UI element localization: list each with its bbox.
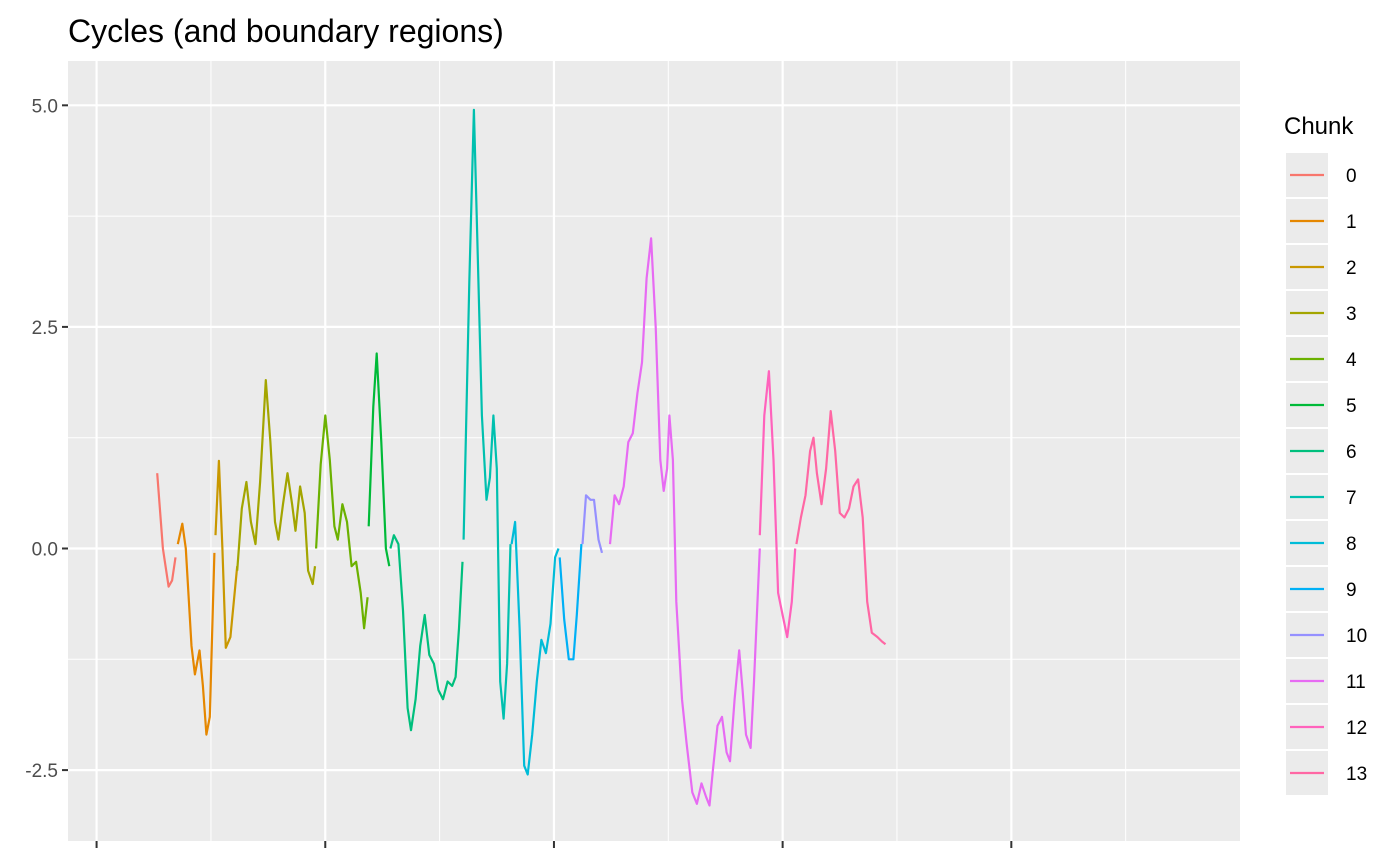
series-line-2 <box>214 459 239 649</box>
legend-label-3: 3 <box>1346 304 1357 325</box>
y-tick-label: -2.5 <box>25 761 58 782</box>
legend-label-13: 13 <box>1346 764 1367 785</box>
legend-label-10: 10 <box>1346 626 1367 647</box>
series-line-5 <box>367 352 391 567</box>
series-line-9 <box>558 544 583 661</box>
series-line-0 <box>156 473 177 588</box>
series-line-13 <box>795 410 887 646</box>
legend-label-7: 7 <box>1346 488 1357 509</box>
series-line-12 <box>758 370 797 639</box>
series-line-8 <box>510 520 560 776</box>
series-line-11 <box>608 237 761 807</box>
series-layer <box>156 108 887 807</box>
legend-label-4: 4 <box>1346 350 1357 371</box>
series-line-4 <box>315 414 369 630</box>
legend-label-2: 2 <box>1346 258 1357 279</box>
major-gridlines <box>68 61 1240 841</box>
legend-label-5: 5 <box>1346 396 1357 417</box>
chart-title: Cycles (and boundary regions) <box>68 13 504 49</box>
legend-label-9: 9 <box>1346 580 1357 601</box>
y-tick-label: 5.0 <box>32 96 58 117</box>
legend-label-6: 6 <box>1346 442 1357 463</box>
y-tick-label: 2.5 <box>32 318 58 339</box>
series-line-7 <box>462 108 512 720</box>
legend-label-0: 0 <box>1346 166 1357 187</box>
series-line-3 <box>236 379 317 586</box>
series-line-10 <box>581 494 604 554</box>
legend-title: Chunk <box>1284 113 1354 140</box>
legend-label-1: 1 <box>1346 212 1357 233</box>
legend-label-11: 11 <box>1346 672 1366 693</box>
y-tick-label: 0.0 <box>32 540 58 561</box>
legend-label-12: 12 <box>1346 718 1367 739</box>
x-axis <box>95 841 1013 848</box>
plot-panel <box>68 61 1240 841</box>
series-line-6 <box>389 534 464 732</box>
legend-label-8: 8 <box>1346 534 1357 555</box>
y-axis: -2.5 0.0 2.5 5.0 <box>25 96 68 782</box>
series-line-1 <box>176 522 216 736</box>
